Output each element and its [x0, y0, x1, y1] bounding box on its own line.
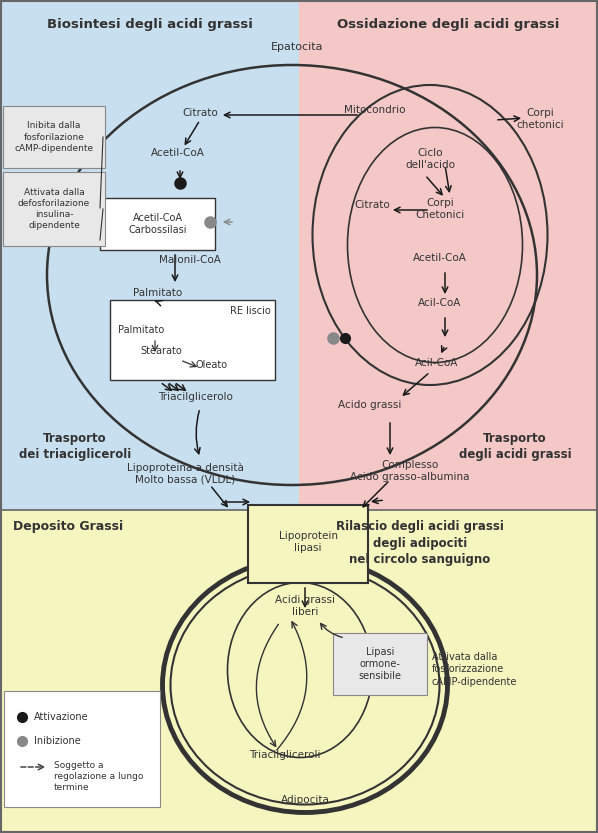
FancyBboxPatch shape [100, 198, 215, 250]
Text: Acidi grassi
liberi: Acidi grassi liberi [275, 595, 335, 617]
Text: Acido grassi: Acido grassi [338, 400, 402, 410]
Text: Lipasi
ormone-
sensibile: Lipasi ormone- sensibile [358, 646, 401, 681]
Text: Biosintesi degli acidi grassi: Biosintesi degli acidi grassi [47, 18, 253, 31]
Bar [0, 0, 299, 510]
Text: Stearato: Stearato [140, 346, 182, 356]
Text: Triacilgliceroli: Triacilgliceroli [249, 750, 321, 760]
Text: RE liscio: RE liscio [230, 306, 271, 316]
Bar [0, 510, 598, 833]
Ellipse shape [166, 561, 444, 809]
Text: Acil-CoA: Acil-CoA [415, 358, 459, 368]
Text: Attivazione: Attivazione [34, 712, 89, 722]
Text: Attivata dalla
defosforilazione
insulina-
dipendente: Attivata dalla defosforilazione insulina… [18, 188, 90, 230]
FancyBboxPatch shape [110, 300, 275, 380]
Text: Oleato: Oleato [195, 360, 227, 370]
Bar [299, 0, 598, 510]
Text: Lipoprotein
lipasi: Lipoprotein lipasi [279, 531, 337, 553]
Text: Acetil-CoA: Acetil-CoA [151, 148, 205, 158]
FancyBboxPatch shape [4, 691, 160, 807]
FancyBboxPatch shape [3, 172, 105, 246]
FancyBboxPatch shape [333, 633, 427, 695]
Text: Acil-CoA: Acil-CoA [419, 298, 462, 308]
Text: Soggetto a
regolazione a lungo
termine: Soggetto a regolazione a lungo termine [54, 761, 144, 792]
Text: Citrato: Citrato [354, 200, 390, 210]
Text: Palmitato: Palmitato [118, 325, 164, 335]
Text: Malonil-CoA: Malonil-CoA [159, 255, 221, 265]
Text: Triacilglicerolo: Triacilglicerolo [157, 392, 233, 402]
Text: Attivata dalla
fosforizzazione
cAMP-dipendente: Attivata dalla fosforizzazione cAMP-dipe… [432, 652, 517, 686]
Text: Adipocita: Adipocita [280, 795, 329, 805]
Text: Trasporto
dei triacigliceroli: Trasporto dei triacigliceroli [19, 432, 131, 461]
Text: Lipoproteina a densità
Molto bassa (VLDL): Lipoproteina a densità Molto bassa (VLDL… [127, 462, 243, 485]
Text: Trasporto
degli acidi grassi: Trasporto degli acidi grassi [459, 432, 571, 461]
FancyBboxPatch shape [3, 106, 105, 168]
Text: Acetil-CoA
Carbossilasi: Acetil-CoA Carbossilasi [128, 212, 187, 235]
Text: Ciclo
dell'acido: Ciclo dell'acido [405, 148, 455, 171]
Text: Deposito Grassi: Deposito Grassi [13, 520, 123, 533]
Text: Corpi
Chetonici: Corpi Chetonici [416, 198, 465, 221]
Text: Complesso
Acido grasso-albumina: Complesso Acido grasso-albumina [350, 460, 470, 482]
Text: Palmitato: Palmitato [133, 288, 182, 298]
Text: Ossidazione degli acidi grassi: Ossidazione degli acidi grassi [337, 18, 559, 31]
Text: Corpi
chetonici: Corpi chetonici [516, 108, 564, 130]
Text: Inibizione: Inibizione [34, 736, 81, 746]
Text: Inibita dalla
fosforilazione
cAMP-dipendente: Inibita dalla fosforilazione cAMP-dipend… [14, 122, 93, 152]
FancyBboxPatch shape [248, 505, 368, 583]
Text: Epatocita: Epatocita [271, 42, 324, 52]
Text: Mitocondrio: Mitocondrio [344, 105, 406, 115]
Text: Rilascio degli acidi grassi
degli adipociti
nel circolo sanguigno: Rilascio degli acidi grassi degli adipoc… [336, 520, 504, 566]
Text: Citrato: Citrato [182, 108, 218, 118]
Text: Acetil-CoA: Acetil-CoA [413, 253, 467, 263]
